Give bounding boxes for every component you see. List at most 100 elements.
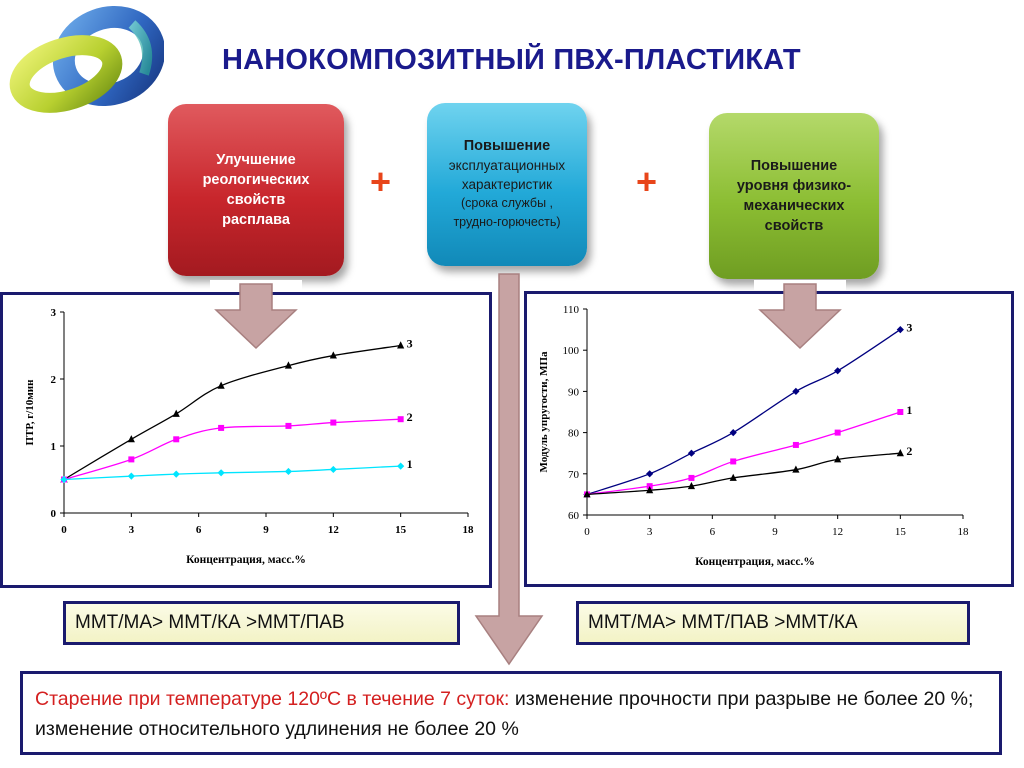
y-tick-label: 0 <box>51 508 57 520</box>
series-label: 1 <box>407 457 413 471</box>
box-blue-line: трудно-горючесть) <box>453 215 561 229</box>
data-point <box>583 490 591 498</box>
data-point <box>897 409 904 415</box>
data-point <box>688 474 695 481</box>
data-point <box>128 456 135 463</box>
x-tick-label: 3 <box>129 524 135 536</box>
data-point <box>834 429 841 436</box>
series-label: 3 <box>407 337 413 351</box>
box-red-line: свойств <box>226 192 286 208</box>
data-point <box>284 361 293 369</box>
series-label: 1 <box>906 403 912 417</box>
y-tick-label: 90 <box>568 386 580 398</box>
series-line-3 <box>586 329 901 496</box>
data-point <box>172 409 180 417</box>
data-point <box>329 465 337 474</box>
data-point <box>687 449 696 457</box>
data-point <box>896 449 904 457</box>
x-tick-label: 6 <box>710 526 716 538</box>
box-blue-line: характеристик <box>461 177 553 192</box>
series-line-3 <box>63 344 401 481</box>
y-tick-label: 60 <box>568 510 580 522</box>
aging-conclusion-box: Старение при температуре 120ºС в течение… <box>20 671 1002 755</box>
chart-panel-mfr <box>0 292 492 588</box>
y-tick-label: 70 <box>568 469 580 481</box>
data-point <box>729 473 737 481</box>
data-point <box>329 351 337 359</box>
data-point <box>687 481 696 490</box>
box-red-line: расплава <box>222 212 290 228</box>
data-point <box>896 326 904 334</box>
data-point <box>284 467 293 476</box>
data-point <box>397 416 404 423</box>
ratio-box-left: ММТ/МА> ММТ/КА >ММТ/ПАВ <box>63 601 460 645</box>
box-red-line: Улучшение <box>216 152 296 168</box>
x-tick-label: 18 <box>463 524 475 536</box>
series-line-1 <box>63 465 401 481</box>
data-point <box>218 424 225 431</box>
data-point <box>792 441 799 448</box>
x-tick-label: 3 <box>647 526 653 538</box>
y-tick-label: 80 <box>568 428 580 440</box>
y-tick-label: 110 <box>563 304 580 316</box>
box-blue-line: (срока службы , <box>460 196 553 210</box>
data-point <box>172 470 180 478</box>
data-point <box>330 419 337 426</box>
aging-results-text: изменение прочности при разрыве не более… <box>35 688 974 740</box>
logo-rings-icon <box>9 5 164 113</box>
data-point <box>217 381 225 389</box>
x-tick-label: 0 <box>61 524 67 536</box>
page-title: НАНОКОМПОЗИТНЫЙ ПВХ-ПЛАСТИКАТ <box>222 44 801 76</box>
data-point <box>217 469 225 477</box>
chart-panel-modulus <box>524 291 1014 587</box>
aging-conditions-text: Старение при температуре 120ºС в течение… <box>35 688 510 710</box>
plus-sign-left: + <box>370 161 392 202</box>
series-line-1 <box>586 411 901 496</box>
data-point <box>646 470 654 478</box>
x-tick-label: 15 <box>895 526 907 538</box>
y-axis-label: Модуль упругости, МПа <box>538 351 550 473</box>
data-point <box>127 472 135 480</box>
data-point <box>173 436 180 443</box>
y-axis-label: ПТР, г/10мин <box>24 379 36 446</box>
box-green-line: механических <box>743 198 845 214</box>
box-blue-line: Повышение <box>463 138 551 154</box>
arrow-down-right-icon <box>754 280 846 350</box>
x-axis-label: Концентрация, масс.% <box>695 556 815 568</box>
box-rheological-properties: Улучшение реологических свойств расплава <box>168 104 344 276</box>
data-point <box>792 387 800 395</box>
data-point <box>834 455 842 463</box>
x-tick-label: 6 <box>196 524 202 536</box>
x-tick-label: 12 <box>832 526 843 538</box>
box-green-line: уровня физико- <box>736 178 852 194</box>
data-point <box>792 465 800 473</box>
x-tick-label: 15 <box>395 524 407 536</box>
x-tick-label: 18 <box>958 526 970 538</box>
data-point <box>730 458 737 465</box>
arrow-down-center-icon <box>474 273 544 666</box>
x-tick-label: 12 <box>328 524 340 536</box>
box-mechanical-properties: Повышение уровня физико- механических св… <box>709 113 879 279</box>
x-tick-label: 0 <box>584 526 590 538</box>
ratio-box-right: ММТ/МА> ММТ/ПАВ >ММТ/КА <box>576 601 970 645</box>
y-tick-label: 3 <box>51 307 57 319</box>
data-point <box>646 486 654 494</box>
series-label: 2 <box>407 410 413 424</box>
box-blue-line: эксплуатационных <box>448 158 566 173</box>
y-tick-label: 1 <box>51 441 57 453</box>
box-operational-characteristics: Повышение эксплуатационных характеристик… <box>427 103 587 266</box>
data-point <box>834 367 842 375</box>
series-label: 2 <box>906 444 912 458</box>
data-point <box>285 422 292 429</box>
box-green-line: свойств <box>764 218 824 234</box>
box-green-line: Повышение <box>750 158 838 174</box>
series-label: 3 <box>906 321 912 335</box>
data-point <box>397 341 405 349</box>
y-tick-label: 100 <box>563 345 580 357</box>
data-point <box>127 435 135 443</box>
plus-sign-right: + <box>636 161 658 202</box>
x-tick-label: 9 <box>263 524 269 536</box>
x-axis-label: Концентрация, масс.% <box>186 554 306 566</box>
